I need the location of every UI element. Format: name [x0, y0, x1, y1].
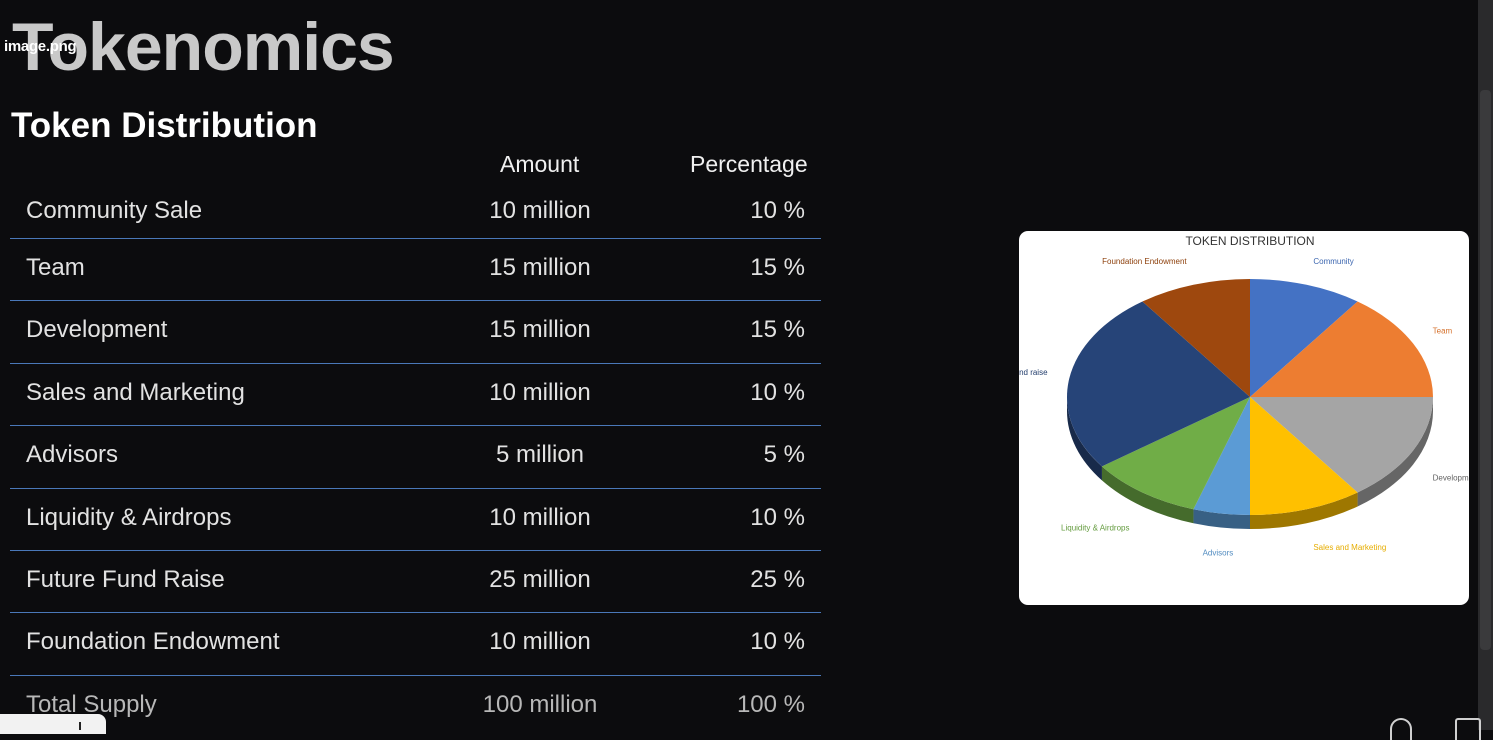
- cell-amount: 10 million: [489, 378, 591, 406]
- cell-percentage: 25 %: [750, 565, 805, 593]
- cell-amount: 15 million: [489, 316, 591, 344]
- pie-slice-side: [1357, 397, 1433, 507]
- table-row: Community Sale 10 million 10 %: [10, 182, 821, 239]
- slice-label: Community: [1313, 257, 1353, 266]
- section-title: Token Distribution: [11, 106, 318, 145]
- slice-label: Foundation Endowment: [1102, 257, 1187, 266]
- cell-category: Community Sale: [26, 197, 203, 224]
- slice-label: Team: [1433, 326, 1453, 335]
- slice-label: Development: [1433, 474, 1469, 483]
- cell-percentage: 10 %: [750, 503, 805, 531]
- chart-title: TOKEN DISTRIBUTION: [1185, 234, 1314, 248]
- bottom-tab[interactable]: [0, 714, 106, 734]
- slice-label: Advisors: [1203, 548, 1234, 557]
- cell-amount: 25 million: [489, 565, 591, 593]
- pie-slice: [1250, 279, 1358, 397]
- cell-category: Development: [26, 316, 168, 344]
- cell-amount: 10 million: [489, 628, 591, 656]
- table-row: Team 15 million 15 %: [10, 239, 821, 302]
- file-name-label: image.png: [4, 38, 77, 55]
- table-row: Foundation Endowment 10 million 10 %: [10, 613, 821, 676]
- table-row: Advisors 5 million 5 %: [10, 426, 821, 489]
- pie-slice: [1250, 397, 1358, 515]
- token-distribution-pie-chart: TOKEN DISTRIBUTION Community Team Developm…: [1019, 231, 1469, 605]
- column-header-amount: Amount: [500, 151, 580, 177]
- zoom-icon[interactable]: [1390, 718, 1412, 740]
- scrollbar[interactable]: [1478, 0, 1493, 730]
- page-title: Tokenomics: [12, 9, 395, 85]
- token-distribution-table: Amount Percentage Community Sale 10 milli…: [10, 146, 821, 737]
- cell-percentage: 10 %: [750, 197, 805, 224]
- cell-category: Team: [26, 254, 85, 281]
- cell-category: Foundation Endowment: [26, 628, 280, 656]
- pie-slice: [1067, 301, 1250, 467]
- pie-slice: [1250, 301, 1433, 397]
- pie-slice: [1250, 397, 1433, 493]
- cell-category: Total Supply: [26, 690, 157, 718]
- cell-category: Future Fund Raise: [26, 565, 225, 593]
- table-row: Future Fund Raise 25 million 25 %: [10, 551, 821, 614]
- pie-slice-side: [1067, 397, 1102, 481]
- cell-percentage: 15 %: [750, 254, 805, 281]
- table-row: Development 15 million 15 %: [10, 301, 821, 364]
- tab-cursor-icon: [79, 722, 81, 730]
- pie-slice-side: [1193, 509, 1250, 529]
- cell-percentage: 100 %: [736, 690, 805, 718]
- slice-label: Future Fund raise: [1019, 368, 1048, 377]
- table-row: Sales and Marketing 10 million 10 %: [10, 364, 821, 427]
- cell-amount: 100 million: [482, 690, 598, 718]
- table-row-total: Total Supply 100 million 100 %: [10, 676, 821, 737]
- fit-window-icon[interactable]: [1455, 718, 1481, 740]
- cell-percentage: 10 %: [750, 628, 805, 656]
- pie-slice-side: [1101, 466, 1194, 524]
- column-header-percentage: Percentage: [690, 151, 808, 177]
- table-header: Amount Percentage: [10, 146, 821, 182]
- cell-amount: 10 million: [489, 197, 591, 224]
- pie-slice: [1193, 397, 1250, 515]
- slice-label: Liquidity & Airdrops: [1061, 523, 1129, 532]
- cell-amount: 5 million: [495, 441, 585, 469]
- cell-amount: 10 million: [489, 503, 591, 531]
- slice-label: Sales and Marketing: [1313, 543, 1386, 552]
- pie-slice: [1142, 279, 1250, 397]
- pie-slice: [1101, 397, 1250, 510]
- cell-percentage: 5 %: [763, 441, 805, 469]
- cell-percentage: 15 %: [750, 316, 805, 344]
- pie-slice-side: [1250, 492, 1358, 529]
- table-row: Liquidity & Airdrops 10 million 10 %: [10, 489, 821, 551]
- scrollbar-thumb[interactable]: [1480, 90, 1491, 650]
- cell-amount: 15 million: [489, 254, 591, 281]
- pie-chart-svg: TOKEN DISTRIBUTION Community Team Developm…: [1019, 234, 1469, 557]
- cell-category: Liquidity & Airdrops: [26, 503, 232, 531]
- slide: Tokenomics image.png Token Distribution …: [4, 9, 1469, 718]
- cell-category: Advisors: [26, 441, 119, 469]
- cell-percentage: 10 %: [750, 378, 805, 406]
- cell-category: Sales and Marketing: [26, 378, 245, 406]
